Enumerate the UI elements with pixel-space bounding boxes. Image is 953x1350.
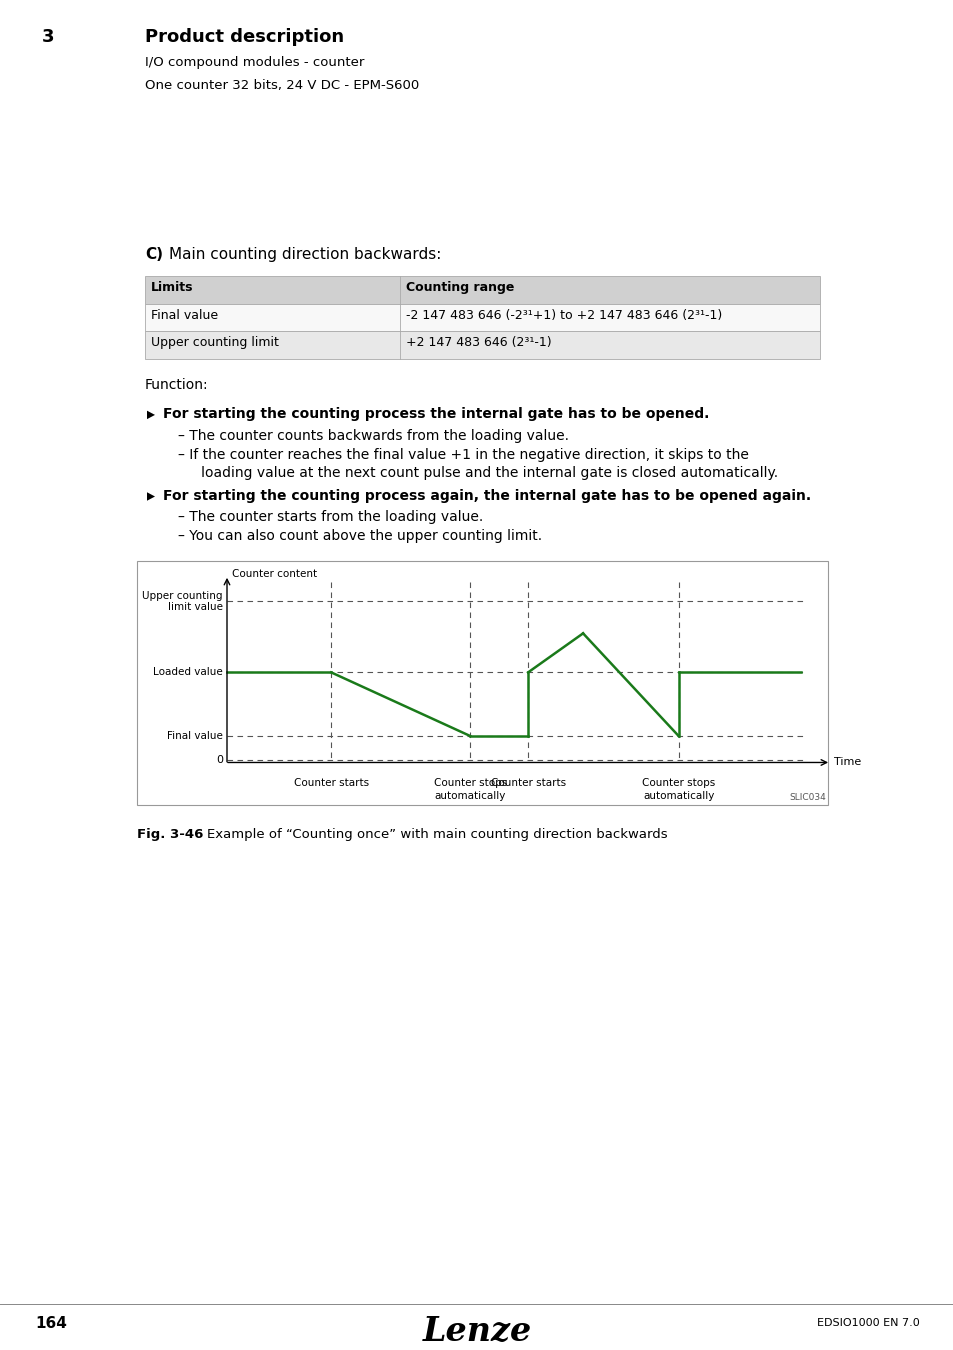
Text: Example of “Counting once” with main counting direction backwards: Example of “Counting once” with main cou… bbox=[207, 828, 667, 841]
Text: Limits: Limits bbox=[151, 281, 193, 294]
Text: Final value: Final value bbox=[151, 309, 218, 321]
Text: Counter stops
automatically: Counter stops automatically bbox=[641, 779, 715, 801]
Text: Counter starts: Counter starts bbox=[294, 779, 369, 788]
Bar bbox=[145, 331, 820, 359]
Text: – The counter starts from the loading value.: – The counter starts from the loading va… bbox=[178, 510, 483, 524]
Text: Function:: Function: bbox=[145, 378, 209, 392]
Text: Counter starts: Counter starts bbox=[490, 779, 565, 788]
Text: Upper counting limit: Upper counting limit bbox=[151, 336, 278, 350]
Text: – The counter counts backwards from the loading value.: – The counter counts backwards from the … bbox=[178, 429, 568, 443]
Bar bbox=[137, 562, 827, 805]
Text: loading value at the next count pulse and the internal gate is closed automatica: loading value at the next count pulse an… bbox=[188, 466, 778, 479]
Text: For starting the counting process the internal gate has to be opened.: For starting the counting process the in… bbox=[163, 408, 709, 421]
Text: Final value: Final value bbox=[167, 730, 223, 741]
Text: SLIC034: SLIC034 bbox=[788, 792, 825, 802]
Text: Fig. 3-46: Fig. 3-46 bbox=[137, 828, 203, 841]
Text: For starting the counting process again, the internal gate has to be opened agai: For starting the counting process again,… bbox=[163, 489, 810, 504]
Text: 3: 3 bbox=[42, 28, 54, 46]
Text: Loaded value: Loaded value bbox=[153, 667, 223, 678]
Text: Counter stops
automatically: Counter stops automatically bbox=[433, 779, 506, 801]
Text: EDSIO1000 EN 7.0: EDSIO1000 EN 7.0 bbox=[817, 1319, 919, 1328]
Text: Time: Time bbox=[833, 757, 861, 767]
Polygon shape bbox=[147, 410, 154, 418]
Bar bbox=[145, 277, 820, 304]
Polygon shape bbox=[147, 493, 154, 501]
Bar bbox=[145, 304, 820, 331]
Text: – If the counter reaches the final value +1 in the negative direction, it skips : – If the counter reaches the final value… bbox=[178, 448, 748, 462]
Text: +2 147 483 646 (2³¹-1): +2 147 483 646 (2³¹-1) bbox=[406, 336, 551, 350]
Text: -2 147 483 646 (-2³¹+1) to +2 147 483 646 (2³¹-1): -2 147 483 646 (-2³¹+1) to +2 147 483 64… bbox=[406, 309, 721, 321]
Text: Lenze: Lenze bbox=[422, 1315, 531, 1349]
Text: C): C) bbox=[145, 247, 163, 262]
Text: 164: 164 bbox=[35, 1316, 67, 1331]
Text: One counter 32 bits, 24 V DC - EPM-S600: One counter 32 bits, 24 V DC - EPM-S600 bbox=[145, 78, 418, 92]
Text: 0: 0 bbox=[215, 756, 223, 765]
Text: Counting range: Counting range bbox=[406, 281, 514, 294]
Text: I/O compound modules - counter: I/O compound modules - counter bbox=[145, 55, 364, 69]
Text: Product description: Product description bbox=[145, 28, 344, 46]
Text: Main counting direction backwards:: Main counting direction backwards: bbox=[169, 247, 441, 262]
Text: – You can also count above the upper counting limit.: – You can also count above the upper cou… bbox=[178, 529, 541, 543]
Text: Upper counting
limit value: Upper counting limit value bbox=[142, 590, 223, 612]
Text: Counter content: Counter content bbox=[232, 568, 316, 579]
